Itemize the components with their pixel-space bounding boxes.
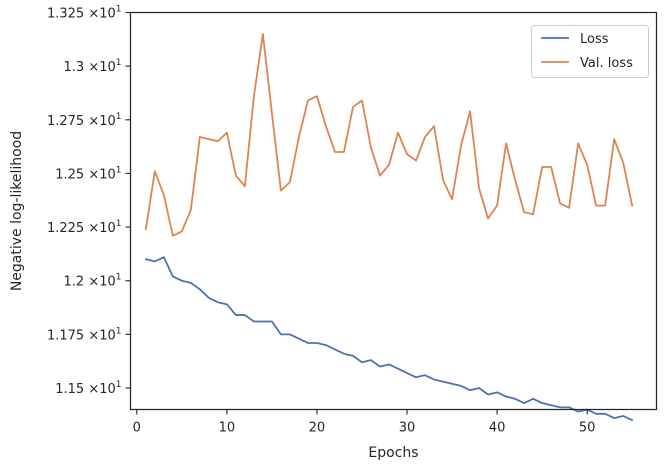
series-layer — [144, 33, 634, 422]
y-tick-label: 1.3 ×101 — [64, 58, 122, 75]
x-axis-label: Epochs — [368, 445, 418, 461]
y-tick-label: 1.325 ×101 — [47, 5, 122, 22]
x-tick-label: 50 — [579, 421, 596, 436]
y-tick-label: 1.175 ×101 — [47, 326, 122, 343]
legend-label-loss: Loss — [580, 32, 609, 47]
x-tick-label: 40 — [489, 421, 506, 436]
y-ticks: 1.15 ×101 1.175 ×101 1.2 ×101 1.225 ×101 1.2… — [47, 5, 131, 397]
y-tick-label: 1.275 ×101 — [47, 112, 122, 129]
x-ticks: 0 10 20 30 40 50 — [133, 409, 596, 436]
x-tick-label: 0 — [133, 421, 141, 436]
y-axis-label: Negative log-likelihood — [9, 131, 25, 291]
series-line-val-loss — [144, 33, 634, 237]
y-tick-label: 1.25 ×101 — [55, 165, 121, 182]
y-tick-label: 1.225 ×101 — [47, 219, 122, 236]
legend-label-val-loss: Val. loss — [580, 56, 633, 71]
legend: Loss Val. loss — [531, 25, 649, 78]
series-line-loss — [144, 256, 634, 422]
x-tick-label: 10 — [219, 421, 236, 436]
y-tick-label: 1.2 ×101 — [64, 273, 122, 290]
x-tick-label: 20 — [309, 421, 326, 436]
y-tick-label: 1.15 ×101 — [55, 380, 121, 397]
x-tick-label: 30 — [399, 421, 416, 436]
plot-frame — [129, 11, 658, 411]
